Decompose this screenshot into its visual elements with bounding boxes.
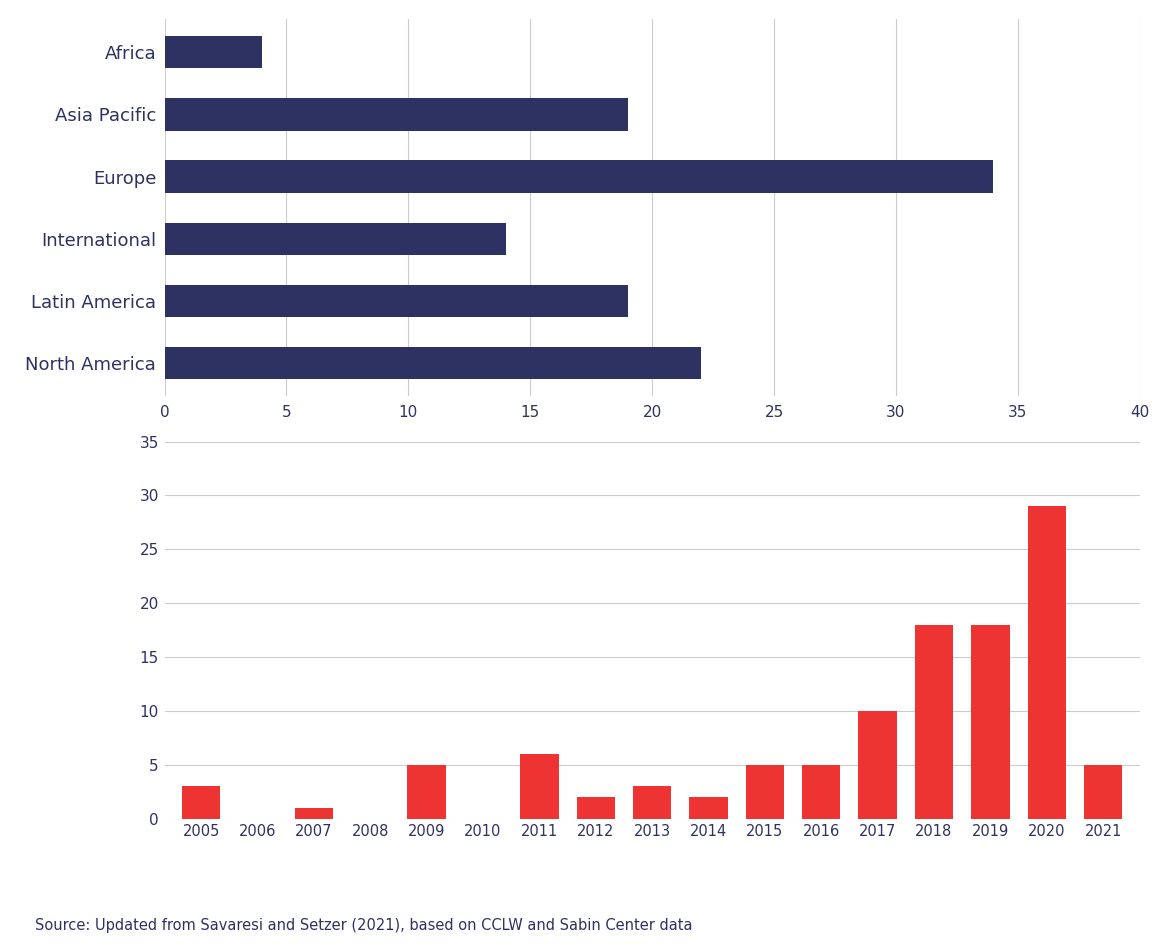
Bar — [1085, 764, 1122, 819]
Bar — [165, 98, 627, 130]
Bar — [165, 223, 506, 255]
Bar — [803, 764, 840, 819]
Bar — [165, 161, 994, 192]
Bar — [182, 786, 220, 819]
Bar — [1028, 506, 1066, 819]
Bar — [915, 625, 953, 819]
Bar — [859, 711, 897, 819]
Bar — [295, 808, 333, 819]
Bar — [165, 347, 700, 379]
Bar — [746, 764, 784, 819]
Bar — [521, 754, 558, 819]
Bar — [577, 797, 615, 819]
Bar — [633, 786, 671, 819]
Text: Source: Updated from Savaresi and Setzer (2021), based on CCLW and Sabin Center : Source: Updated from Savaresi and Setzer… — [35, 918, 693, 933]
Bar — [165, 36, 262, 69]
Bar — [972, 625, 1009, 819]
Bar — [408, 764, 445, 819]
Bar — [165, 285, 627, 317]
Bar — [690, 797, 727, 819]
